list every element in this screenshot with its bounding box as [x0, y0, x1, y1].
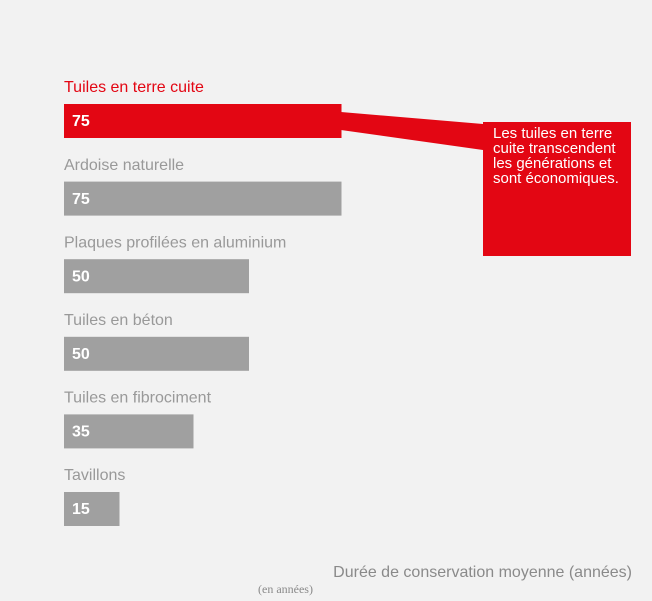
value-label: 75 — [72, 191, 90, 208]
category-label: Tuiles en béton — [64, 312, 173, 329]
bar — [64, 492, 120, 526]
bar — [64, 414, 194, 449]
value-label: 50 — [72, 268, 90, 285]
category-label: Tavillons — [64, 467, 125, 484]
callout-pointer — [341, 112, 483, 150]
value-label: 75 — [72, 113, 90, 130]
bar — [64, 181, 342, 216]
value-label: 50 — [72, 346, 90, 363]
bar — [64, 336, 249, 371]
category-label: Ardoise naturelle — [64, 157, 184, 174]
bar — [64, 104, 342, 138]
annotation: Les tuiles en terre cuite transcendent l… — [483, 122, 631, 256]
category-label: Tuiles en fibrociment — [64, 390, 212, 407]
value-label: 15 — [72, 501, 90, 518]
x-axis-label: Durée de conservation moyenne (années) — [333, 564, 632, 581]
bar — [64, 259, 249, 294]
category-label: Tuiles en terre cuite — [64, 79, 204, 96]
category-label: Plaques profilées en aluminium — [64, 234, 286, 251]
x-axis-sublabel: (en années) — [258, 582, 313, 596]
value-label: 35 — [72, 424, 90, 441]
